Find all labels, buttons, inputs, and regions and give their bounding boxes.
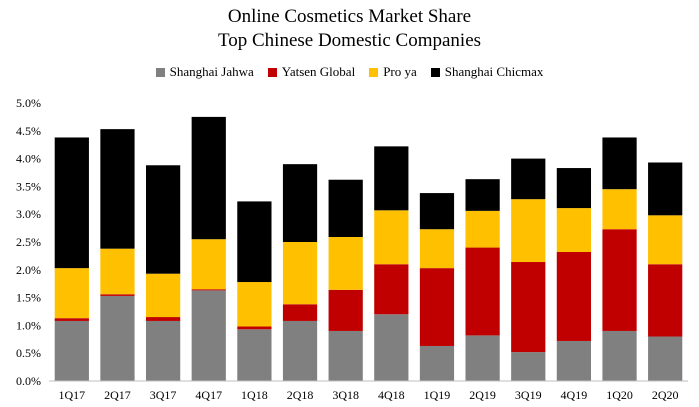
chart-title: Online Cosmetics Market Share — [227, 6, 472, 27]
bar-shanghai-jahwa — [100, 295, 135, 381]
legend-swatch-proya — [369, 67, 379, 77]
x-tick-label: 2Q18 — [287, 388, 314, 402]
bar-yatsen-global — [648, 264, 683, 337]
bar-shanghai-chicmax — [100, 129, 135, 249]
bar-shanghai-chicmax — [465, 179, 500, 211]
x-tick-label: 2Q19 — [469, 388, 496, 402]
bar-shanghai-chicmax — [602, 137, 637, 190]
bar-shanghai-chicmax — [374, 146, 409, 211]
bar-proya — [648, 215, 683, 265]
y-tick-label: 3.5% — [16, 179, 41, 193]
y-tick-label: 4.0% — [16, 152, 41, 166]
bar-shanghai-jahwa — [465, 335, 500, 381]
x-tick-label: 2Q20 — [652, 388, 679, 402]
bar-yatsen-global — [374, 264, 409, 315]
bar-proya — [465, 210, 500, 248]
x-tick-label: 1Q17 — [58, 388, 85, 402]
bar-shanghai-jahwa — [556, 340, 592, 381]
x-tick-label: 4Q19 — [561, 388, 588, 402]
bar-yatsen-global — [419, 268, 455, 346]
bar-shanghai-jahwa — [328, 330, 363, 381]
y-tick-label: 2.0% — [16, 263, 41, 277]
bar-shanghai-jahwa — [648, 336, 683, 381]
bar-shanghai-chicmax — [237, 201, 272, 283]
bar-yatsen-global — [465, 247, 500, 336]
bar-proya — [511, 199, 546, 263]
bar-yatsen-global — [237, 326, 272, 330]
bar-proya — [374, 210, 409, 265]
bar-proya — [54, 268, 89, 319]
legend-item-shanghai-chicmax: Shanghai Chicmax — [430, 64, 544, 80]
bar-shanghai-chicmax — [191, 116, 226, 240]
legend: Shanghai Jahwa Yatsen Global Pro ya Shan… — [0, 64, 699, 80]
x-tick-label: 3Q17 — [150, 388, 177, 402]
bar-shanghai-chicmax — [556, 168, 592, 209]
bar-yatsen-global — [145, 317, 181, 321]
x-tick-label: 1Q19 — [424, 388, 451, 402]
bar-proya — [419, 229, 455, 269]
legend-label-shanghai-jahwa: Shanghai Jahwa — [169, 64, 254, 79]
bar-yatsen-global — [328, 289, 363, 331]
bar-shanghai-jahwa — [54, 320, 89, 381]
bar-shanghai-chicmax — [648, 162, 683, 216]
legend-item-shanghai-jahwa: Shanghai Jahwa — [155, 64, 254, 80]
legend-label-yatsen-global: Yatsen Global — [281, 64, 356, 79]
y-tick-label: 1.5% — [16, 291, 41, 305]
bar-shanghai-chicmax — [54, 137, 89, 269]
x-tick-label: 1Q18 — [241, 388, 268, 402]
bar-yatsen-global — [54, 318, 89, 321]
bar-shanghai-jahwa — [282, 320, 318, 381]
bar-shanghai-jahwa — [145, 320, 181, 381]
bar-shanghai-jahwa — [237, 329, 272, 381]
bar-proya — [328, 236, 363, 290]
x-tick-label: 3Q19 — [515, 388, 542, 402]
y-tick-label: 3.0% — [16, 207, 41, 221]
bar-proya — [556, 208, 592, 253]
bar-shanghai-chicmax — [328, 179, 363, 237]
bar-shanghai-jahwa — [419, 345, 455, 381]
y-tick-label: 0.5% — [16, 346, 41, 360]
bar-yatsen-global — [556, 252, 592, 341]
bar-shanghai-chicmax — [419, 193, 455, 230]
bar-proya — [282, 242, 318, 305]
x-tick-label: 1Q20 — [606, 388, 633, 402]
y-tick-label: 5.0% — [16, 96, 41, 110]
bar-proya — [191, 239, 226, 290]
legend-item-yatsen-global: Yatsen Global — [267, 64, 356, 80]
bar-yatsen-global — [100, 294, 135, 296]
legend-item-proya: Pro ya — [369, 64, 417, 80]
legend-label-shanghai-chicmax: Shanghai Chicmax — [444, 64, 544, 79]
legend-swatch-shanghai-chicmax — [430, 67, 440, 77]
legend-swatch-yatsen-global — [267, 67, 277, 77]
bar-proya — [237, 282, 272, 327]
bar-proya — [100, 248, 135, 295]
bar-shanghai-chicmax — [282, 164, 318, 242]
bar-shanghai-chicmax — [511, 158, 546, 200]
chart-subtitle: Top Chinese Domestic Companies — [217, 30, 482, 51]
y-tick-label: 2.5% — [16, 235, 41, 249]
bar-shanghai-jahwa — [602, 330, 637, 381]
x-tick-label: 3Q18 — [332, 388, 359, 402]
bar-yatsen-global — [282, 304, 318, 321]
bar-yatsen-global — [602, 229, 637, 331]
y-tick-label: 4.5% — [16, 124, 41, 138]
bar-yatsen-global — [511, 262, 546, 353]
bar-shanghai-jahwa — [191, 290, 226, 381]
bar-shanghai-jahwa — [511, 352, 546, 381]
bar-shanghai-chicmax — [145, 165, 181, 274]
bar-yatsen-global — [191, 289, 226, 291]
y-tick-label: 0.0% — [16, 374, 41, 388]
legend-label-proya: Pro ya — [383, 64, 417, 79]
x-tick-label: 4Q18 — [378, 388, 405, 402]
y-tick-label: 1.0% — [16, 318, 41, 332]
bar-shanghai-jahwa — [374, 314, 409, 381]
bar-proya — [602, 189, 637, 230]
legend-swatch-shanghai-jahwa — [155, 67, 165, 77]
bar-proya — [145, 273, 181, 318]
x-tick-label: 4Q17 — [195, 388, 222, 402]
x-tick-label: 2Q17 — [104, 388, 131, 402]
